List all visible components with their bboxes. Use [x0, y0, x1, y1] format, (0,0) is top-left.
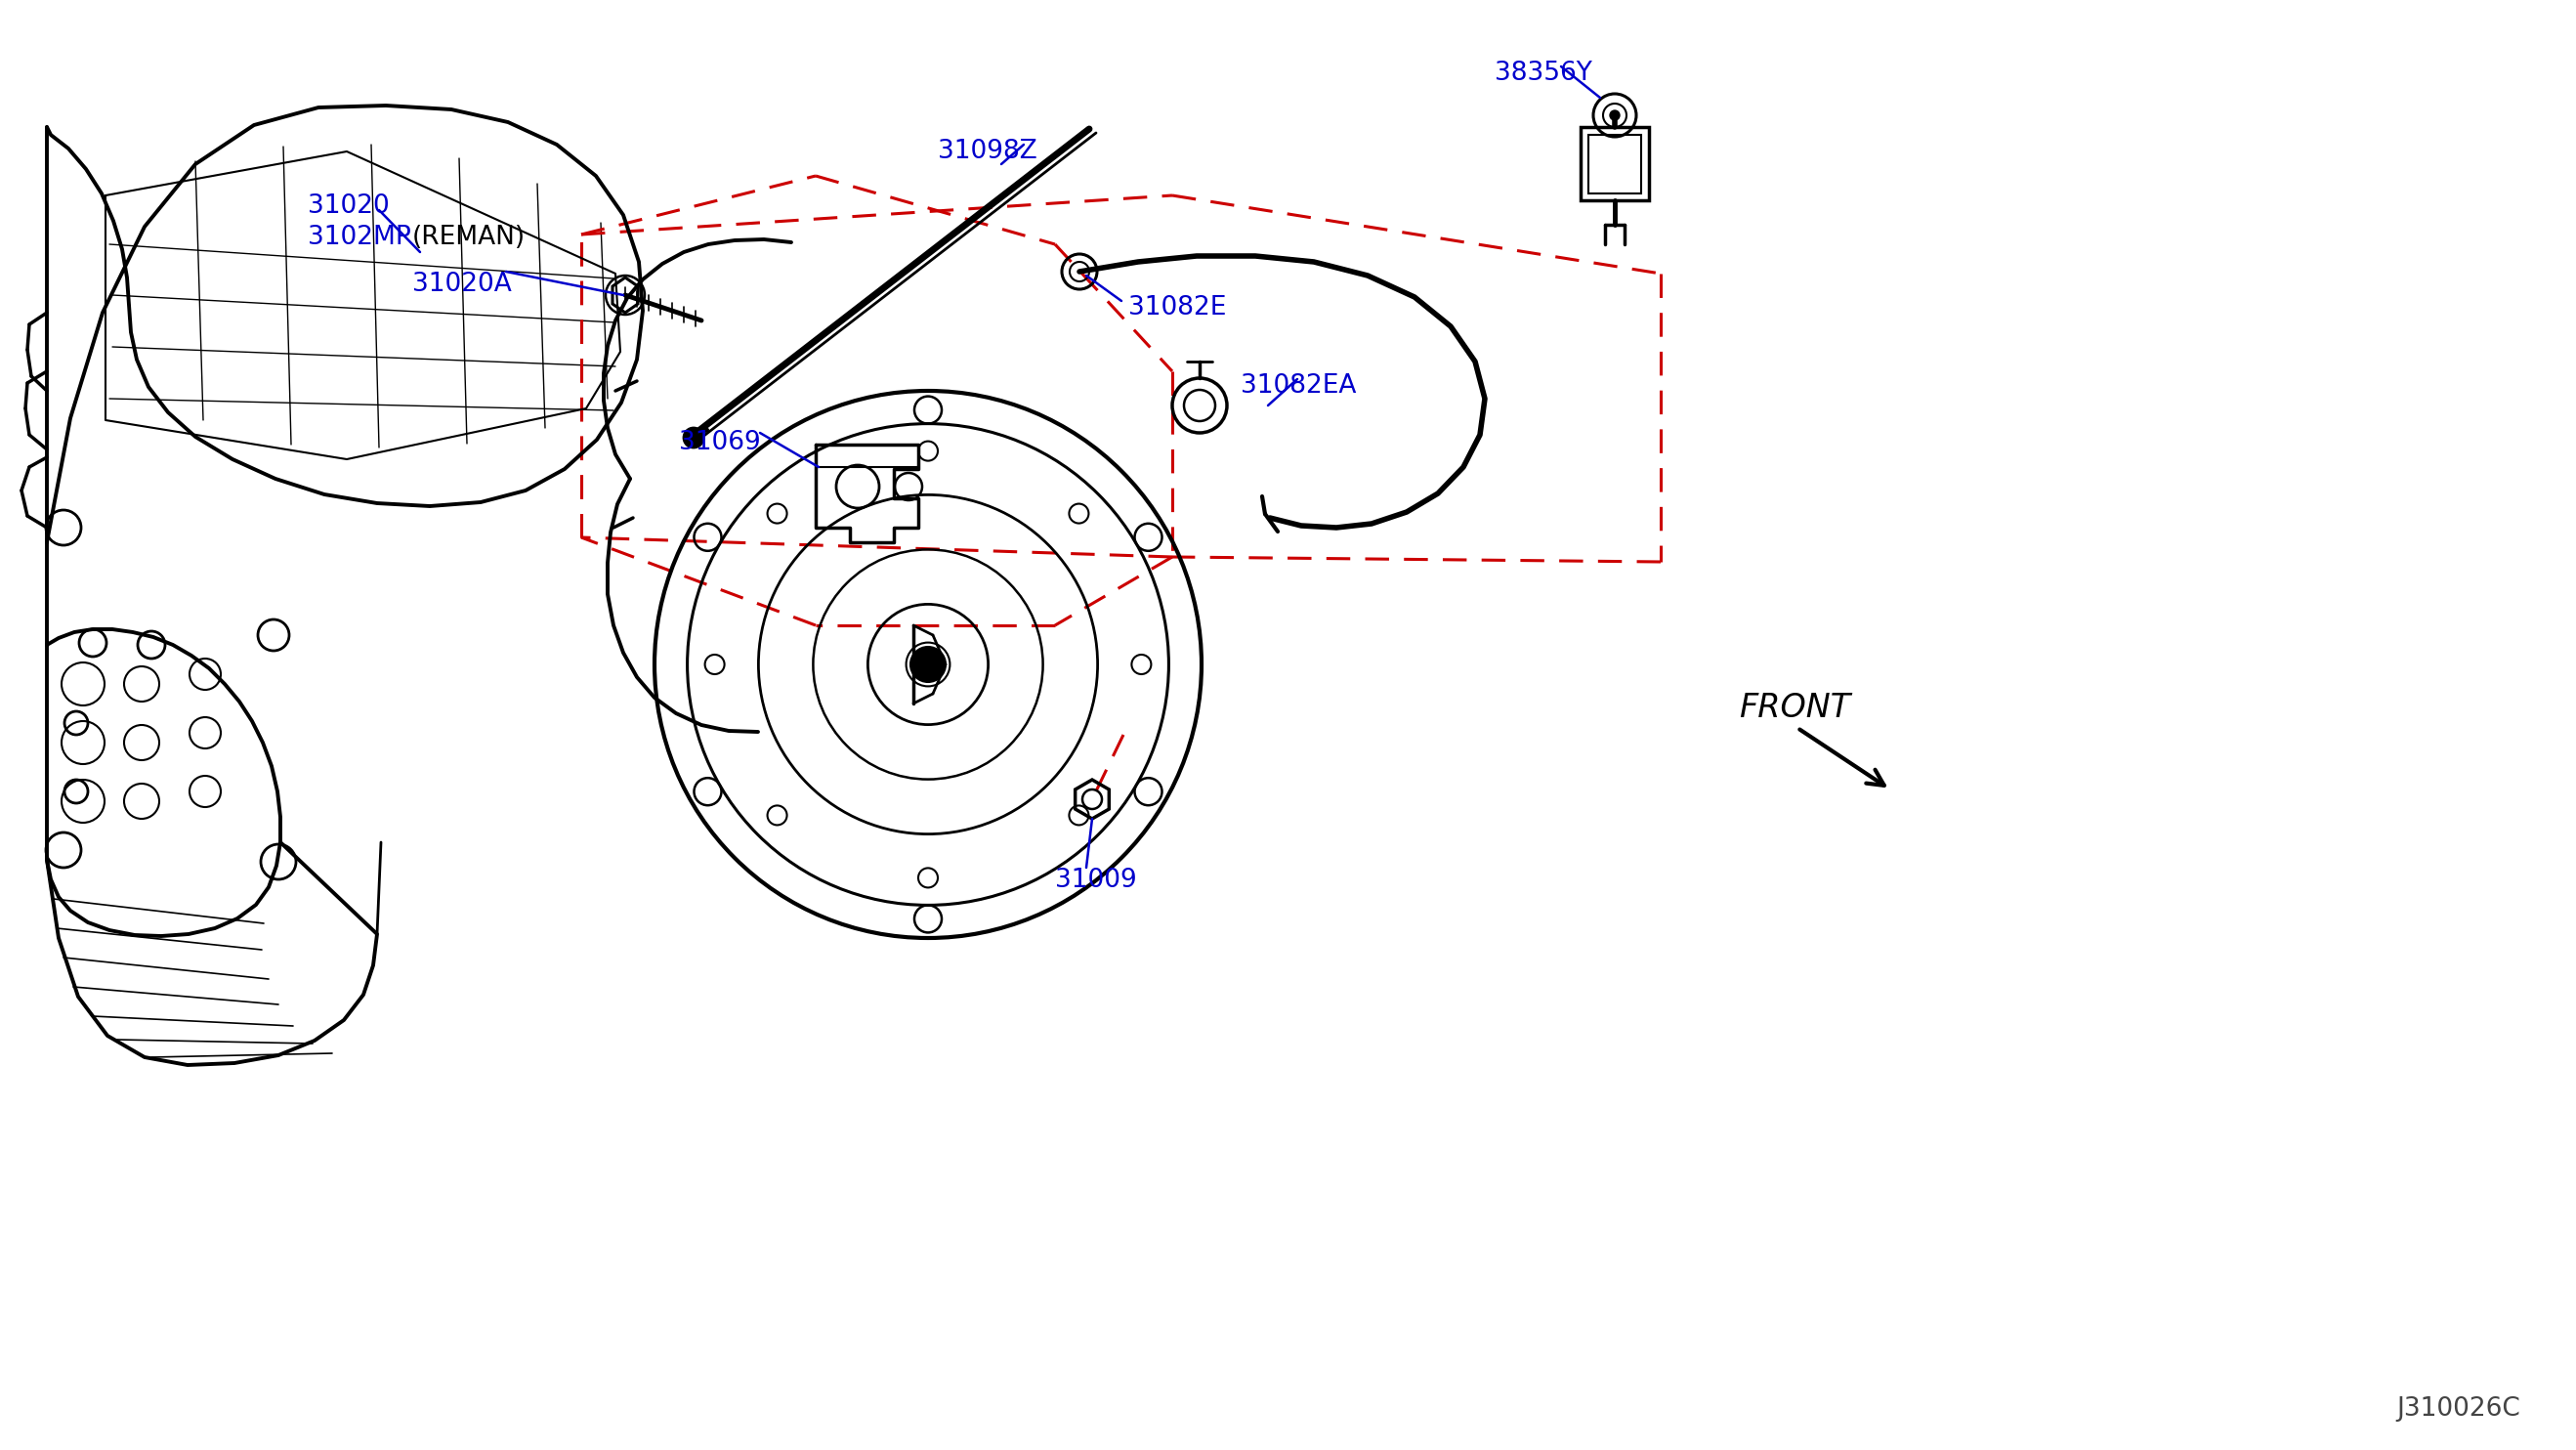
Text: 31082EA: 31082EA: [1242, 373, 1355, 399]
Text: 31020A: 31020A: [412, 271, 513, 297]
Text: 31082E: 31082E: [1128, 296, 1226, 320]
Circle shape: [683, 428, 703, 448]
Text: FRONT: FRONT: [1739, 692, 1850, 724]
Text: J310026C: J310026C: [2396, 1396, 2519, 1421]
Text: 31009: 31009: [1056, 867, 1136, 893]
Bar: [1589, 135, 1641, 193]
Text: 31069: 31069: [680, 429, 760, 455]
Text: 31098Z: 31098Z: [938, 139, 1038, 164]
Circle shape: [1610, 110, 1620, 120]
Text: (REMAN): (REMAN): [412, 225, 526, 251]
Text: 38356Y: 38356Y: [1494, 61, 1592, 86]
Bar: [1582, 128, 1649, 200]
Text: 3102MP: 3102MP: [307, 225, 412, 251]
Text: 31020: 31020: [307, 193, 389, 219]
Circle shape: [909, 647, 945, 682]
